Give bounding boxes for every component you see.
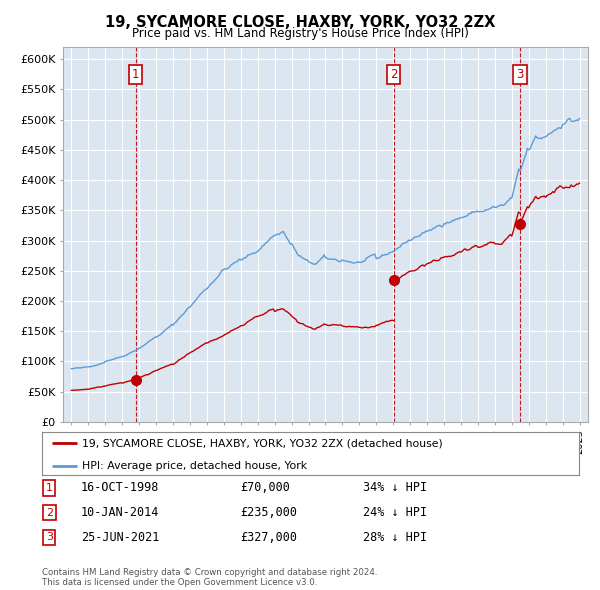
Text: 28% ↓ HPI: 28% ↓ HPI bbox=[363, 531, 427, 544]
Text: Price paid vs. HM Land Registry's House Price Index (HPI): Price paid vs. HM Land Registry's House … bbox=[131, 27, 469, 40]
Text: 16-OCT-1998: 16-OCT-1998 bbox=[81, 481, 160, 494]
Text: 24% ↓ HPI: 24% ↓ HPI bbox=[363, 506, 427, 519]
Text: 3: 3 bbox=[517, 68, 524, 81]
Text: Contains HM Land Registry data © Crown copyright and database right 2024.
This d: Contains HM Land Registry data © Crown c… bbox=[42, 568, 377, 587]
Text: £70,000: £70,000 bbox=[240, 481, 290, 494]
Text: £327,000: £327,000 bbox=[240, 531, 297, 544]
Text: 2: 2 bbox=[390, 68, 397, 81]
Text: 1: 1 bbox=[46, 483, 53, 493]
Text: 1: 1 bbox=[132, 68, 139, 81]
Text: HPI: Average price, detached house, York: HPI: Average price, detached house, York bbox=[82, 461, 307, 471]
Text: 25-JUN-2021: 25-JUN-2021 bbox=[81, 531, 160, 544]
Text: 10-JAN-2014: 10-JAN-2014 bbox=[81, 506, 160, 519]
Text: £235,000: £235,000 bbox=[240, 506, 297, 519]
Text: 3: 3 bbox=[46, 533, 53, 542]
Text: 2: 2 bbox=[46, 508, 53, 517]
Text: 19, SYCAMORE CLOSE, HAXBY, YORK, YO32 2ZX (detached house): 19, SYCAMORE CLOSE, HAXBY, YORK, YO32 2Z… bbox=[82, 438, 443, 448]
Text: 19, SYCAMORE CLOSE, HAXBY, YORK, YO32 2ZX: 19, SYCAMORE CLOSE, HAXBY, YORK, YO32 2Z… bbox=[105, 15, 495, 30]
Text: 34% ↓ HPI: 34% ↓ HPI bbox=[363, 481, 427, 494]
